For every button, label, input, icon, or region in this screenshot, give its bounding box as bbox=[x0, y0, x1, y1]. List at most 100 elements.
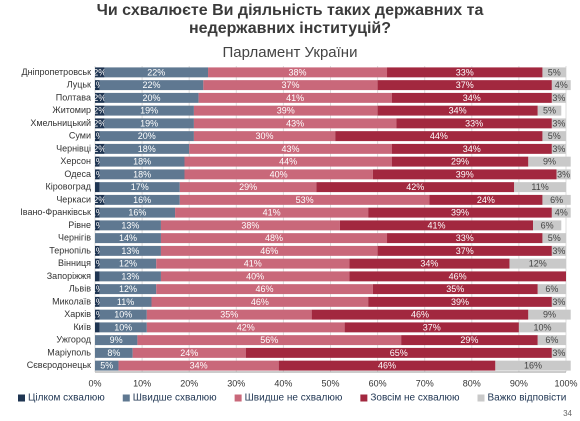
y-tick-label: Херсон bbox=[60, 156, 91, 166]
value-label: 24% bbox=[180, 348, 198, 358]
value-label: 34% bbox=[190, 361, 208, 371]
bar-segment bbox=[104, 67, 209, 78]
value-label: 2% bbox=[93, 106, 106, 116]
bar-segment bbox=[551, 245, 566, 256]
bar-segment bbox=[95, 322, 100, 333]
bar-segment bbox=[104, 118, 194, 129]
bar-segment bbox=[99, 245, 161, 256]
bar-segment bbox=[104, 143, 190, 154]
bar-segment bbox=[528, 156, 571, 167]
bar-segment bbox=[193, 118, 397, 129]
value-label: 8% bbox=[107, 348, 120, 358]
y-tick-label: Запоріжжя bbox=[47, 271, 91, 281]
bar-segment bbox=[95, 296, 100, 307]
value-label: 39% bbox=[451, 297, 469, 307]
bar-segment bbox=[95, 335, 138, 346]
value-label: 37% bbox=[456, 80, 474, 90]
value-label: 34% bbox=[463, 93, 481, 103]
bar-segment bbox=[95, 284, 100, 295]
value-label: 33% bbox=[456, 67, 474, 77]
value-label: 14% bbox=[119, 233, 137, 243]
value-label: 40% bbox=[246, 271, 264, 281]
bar-segment bbox=[95, 271, 100, 282]
value-label: 4% bbox=[555, 208, 568, 218]
value-label: 13% bbox=[121, 246, 139, 256]
y-tick-label: Полтава bbox=[56, 92, 91, 102]
legend-label: Швидше схвалюю bbox=[133, 393, 217, 404]
value-label: 37% bbox=[423, 322, 441, 332]
value-label: 12% bbox=[119, 259, 137, 269]
value-label: 3% bbox=[552, 297, 565, 307]
bar-segment bbox=[99, 322, 147, 333]
bar-segment bbox=[429, 194, 543, 205]
bar-segment bbox=[104, 105, 194, 116]
y-tick-label: Черкаси bbox=[56, 194, 91, 204]
value-label: 18% bbox=[133, 157, 151, 167]
value-label: 33% bbox=[456, 233, 474, 243]
bar-segment bbox=[95, 156, 100, 167]
bar-segment bbox=[245, 347, 552, 358]
value-label: 35% bbox=[220, 310, 238, 320]
bar-segment bbox=[95, 169, 100, 180]
bar-segment bbox=[99, 169, 185, 180]
bar-segment bbox=[368, 296, 552, 307]
bar-segment bbox=[99, 80, 204, 91]
bar-segment bbox=[401, 335, 538, 346]
bar-segment bbox=[99, 309, 147, 320]
legend-label: Швидше не схвалюю bbox=[245, 393, 343, 404]
bar-segment bbox=[391, 156, 529, 167]
value-label: 29% bbox=[460, 335, 478, 345]
y-tick-label: Дніпропетровськ bbox=[22, 67, 92, 77]
value-label: 13% bbox=[121, 220, 139, 230]
value-label: 17% bbox=[131, 182, 149, 192]
bar-segment bbox=[208, 67, 388, 78]
x-tick-label: 20% bbox=[180, 378, 198, 388]
bar-segment bbox=[160, 233, 388, 244]
value-label: 22% bbox=[147, 67, 165, 77]
bar-segment bbox=[189, 143, 392, 154]
value-label: 2% bbox=[93, 144, 106, 154]
bar-segment bbox=[156, 258, 350, 269]
bar-segment bbox=[95, 80, 100, 91]
y-tick-label: Суми bbox=[69, 131, 91, 141]
value-label: 65% bbox=[390, 348, 408, 358]
value-label: 1% bbox=[91, 284, 104, 294]
value-label: 53% bbox=[296, 195, 314, 205]
value-label: 56% bbox=[260, 335, 278, 345]
value-label: 29% bbox=[239, 182, 257, 192]
value-label: 38% bbox=[241, 220, 259, 230]
value-label: 9% bbox=[543, 310, 556, 320]
value-label: 16% bbox=[524, 361, 542, 371]
value-label: 10% bbox=[114, 310, 132, 320]
value-label: 41% bbox=[286, 93, 304, 103]
value-label: 16% bbox=[128, 208, 146, 218]
x-tick-label: 80% bbox=[463, 378, 481, 388]
y-tick-label: Рівне bbox=[68, 220, 91, 230]
y-tick-label: Житомир bbox=[52, 105, 91, 115]
x-tick-label: 10% bbox=[133, 378, 151, 388]
x-tick-label: 100% bbox=[554, 378, 577, 388]
bar-segment bbox=[551, 92, 566, 103]
value-label: 9% bbox=[543, 157, 556, 167]
value-label: 42% bbox=[237, 322, 255, 332]
y-tick-label: Чернівці bbox=[56, 143, 91, 153]
value-label: 34% bbox=[463, 144, 481, 154]
y-tick-label: Миколаїв bbox=[52, 296, 91, 306]
value-label: 3% bbox=[552, 118, 565, 128]
bar-segment bbox=[146, 322, 345, 333]
bar-segment bbox=[179, 194, 430, 205]
x-tick-label: 60% bbox=[369, 378, 387, 388]
bar-segment bbox=[335, 131, 543, 142]
value-label: 1% bbox=[91, 220, 104, 230]
value-label: 3% bbox=[557, 169, 570, 179]
y-tick-label: Івано-Франківськ bbox=[20, 207, 91, 217]
bar-segment bbox=[377, 80, 552, 91]
value-label: 18% bbox=[133, 169, 151, 179]
bar-segment bbox=[146, 309, 312, 320]
value-label: 5% bbox=[548, 67, 561, 77]
value-label: 1% bbox=[91, 131, 104, 141]
bar-segment bbox=[349, 258, 510, 269]
bar-segment bbox=[533, 220, 562, 231]
value-label: 43% bbox=[286, 118, 304, 128]
